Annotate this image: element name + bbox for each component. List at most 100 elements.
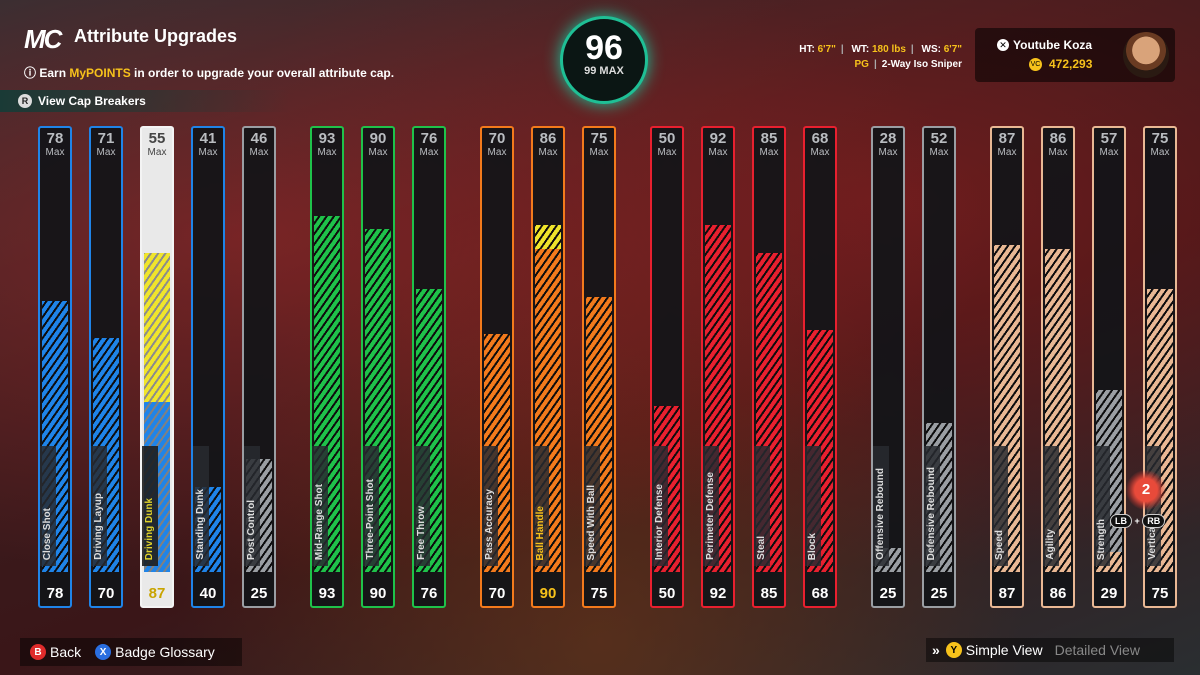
attribute-label: Free Throw bbox=[416, 506, 427, 560]
height: 6'7" bbox=[817, 44, 836, 55]
reset-badge[interactable]: 2 bbox=[1126, 470, 1166, 510]
attribute-label-box: Block bbox=[805, 446, 821, 566]
attribute-max: 55 Max bbox=[142, 131, 172, 160]
vc-coin-icon: VC bbox=[1029, 58, 1042, 71]
attribute-label: Mid-Range Shot bbox=[314, 483, 325, 560]
player-card: ✕ Youtube Koza VC 472,293 bbox=[975, 28, 1175, 82]
attribute-label-box: Driving Layup bbox=[91, 446, 107, 566]
attribute-label: Driving Dunk bbox=[144, 497, 155, 560]
attribute-max: 86 Max bbox=[533, 131, 563, 160]
max-label: Max bbox=[997, 147, 1017, 158]
attribute-label-box: Standing Dunk bbox=[193, 446, 209, 566]
attribute-current: 75 bbox=[1151, 585, 1169, 602]
overall-rating-badge: 96 99 MAX bbox=[560, 16, 648, 104]
max-label: Max bbox=[487, 147, 507, 158]
info-icon: ⓘ bbox=[24, 66, 40, 80]
attribute-bar-offensive-rebound[interactable]: 28 Max Offensive Rebound 25 bbox=[871, 126, 905, 608]
attribute-bar-ball-handle[interactable]: 86 Max Ball Handle 90 bbox=[531, 126, 565, 608]
badge-glossary-button[interactable]: Badge Glossary bbox=[115, 644, 215, 660]
attribute-label-box: Post Control bbox=[244, 446, 260, 566]
view-cap-breakers-button[interactable]: R View Cap Breakers bbox=[0, 90, 290, 112]
attribute-bar-mid-range-shot[interactable]: 93 Max Mid-Range Shot 93 bbox=[310, 126, 344, 608]
max-label: Max bbox=[657, 147, 677, 158]
max-label: Max bbox=[1150, 147, 1170, 158]
attribute-current: 86 bbox=[1049, 585, 1067, 602]
attribute-bar-driving-dunk[interactable]: 55 Max Driving Dunk 87 bbox=[140, 126, 174, 608]
max-label: Max bbox=[589, 147, 609, 158]
max-label: Max bbox=[147, 147, 167, 158]
max-label: Max bbox=[929, 147, 949, 158]
attribute-current: 90 bbox=[539, 585, 557, 602]
player-name: Youtube Koza bbox=[1013, 38, 1093, 52]
attribute-bar-strength[interactable]: 57 Max Strength 29 bbox=[1092, 126, 1126, 608]
attribute-max: 75 Max bbox=[1145, 131, 1175, 160]
reset-count: 2 bbox=[1141, 481, 1151, 498]
attribute-label-box: Close Shot bbox=[40, 446, 56, 566]
overall-rating: 96 bbox=[585, 29, 623, 67]
rb-button-icon: RB bbox=[1142, 514, 1166, 528]
attribute-max: 87 Max bbox=[992, 131, 1022, 160]
attribute-label-box: Ball Handle bbox=[533, 446, 549, 566]
attribute-label-box: Agility bbox=[1043, 446, 1059, 566]
overall-max: 99 MAX bbox=[584, 65, 624, 77]
info-suffix: in order to upgrade your overall attribu… bbox=[130, 66, 395, 80]
attribute-label-box: Driving Dunk bbox=[142, 446, 158, 566]
max-label: Max bbox=[317, 147, 337, 158]
attribute-bar-standing-dunk[interactable]: 41 Max Standing Dunk 40 bbox=[191, 126, 225, 608]
attribute-bar-block[interactable]: 68 Max Block 68 bbox=[803, 126, 837, 608]
attribute-bar-close-shot[interactable]: 78 Max Close Shot 78 bbox=[38, 126, 72, 608]
attribute-max: 90 Max bbox=[363, 131, 393, 160]
attribute-current: 75 bbox=[590, 585, 608, 602]
attribute-label-box: Offensive Rebound bbox=[873, 446, 889, 566]
attribute-label: Speed With Ball bbox=[586, 484, 597, 560]
max-label: Max bbox=[368, 147, 388, 158]
attribute-bar-defensive-rebound[interactable]: 52 Max Defensive Rebound 25 bbox=[922, 126, 956, 608]
attribute-bar-vertical[interactable]: 75 Max Vertical 75 bbox=[1143, 126, 1177, 608]
attribute-max: 46 Max bbox=[244, 131, 274, 160]
attribute-max: 76 Max bbox=[414, 131, 444, 160]
cap-breakers-label: View Cap Breakers bbox=[38, 94, 146, 108]
attribute-bar-pass-accuracy[interactable]: 70 Max Pass Accuracy 70 bbox=[480, 126, 514, 608]
right-stick-icon: R bbox=[18, 94, 32, 108]
attribute-bar-interior-defense[interactable]: 50 Max Interior Defense 50 bbox=[650, 126, 684, 608]
simple-view-tab[interactable]: Simple View bbox=[965, 642, 1043, 658]
footer-right: » Y Simple View Detailed View bbox=[926, 638, 1174, 662]
max-label: Max bbox=[419, 147, 439, 158]
player-measurements: HT: 6'7" | WT: 180 lbs | WS: 6'7" PG | 2-Way… bbox=[799, 44, 962, 70]
attribute-max: 41 Max bbox=[193, 131, 223, 160]
attribute-bar-three-point-shot[interactable]: 90 Max Three-Point Shot 90 bbox=[361, 126, 395, 608]
attribute-label-box: Steal bbox=[754, 446, 770, 566]
attribute-label-box: Mid-Range Shot bbox=[312, 446, 328, 566]
footer-left: B Back X Badge Glossary bbox=[20, 638, 242, 666]
attribute-bar-perimeter-defense[interactable]: 92 Max Perimeter Defense 92 bbox=[701, 126, 735, 608]
detailed-view-tab[interactable]: Detailed View bbox=[1054, 642, 1140, 658]
attribute-bar-speed[interactable]: 87 Max Speed 87 bbox=[990, 126, 1024, 608]
max-label: Max bbox=[759, 147, 779, 158]
back-button[interactable]: Back bbox=[50, 644, 82, 660]
x-button-icon: X bbox=[95, 644, 112, 660]
attribute-bar-post-control[interactable]: 46 Max Post Control 25 bbox=[242, 126, 276, 608]
attribute-label-box: Speed bbox=[992, 446, 1008, 566]
max-label: Max bbox=[96, 147, 116, 158]
attribute-bar-driving-layup[interactable]: 71 Max Driving Layup 70 bbox=[89, 126, 123, 608]
attribute-label-box: Speed With Ball bbox=[584, 446, 600, 566]
attribute-label: Driving Layup bbox=[93, 493, 104, 560]
attribute-current: 40 bbox=[199, 585, 217, 602]
weight: 180 lbs bbox=[872, 44, 906, 55]
attribute-label: Interior Defense bbox=[654, 483, 665, 560]
position: PG bbox=[854, 59, 869, 70]
attribute-bar-free-throw[interactable]: 76 Max Free Throw 76 bbox=[412, 126, 446, 608]
mycareer-logo: MC bbox=[24, 24, 62, 54]
bumper-hint: LB + RB bbox=[1110, 514, 1166, 528]
attribute-bar-agility[interactable]: 86 Max Agility 86 bbox=[1041, 126, 1075, 608]
attribute-current: 50 bbox=[658, 585, 676, 602]
wt-label: WT: bbox=[851, 44, 870, 55]
attribute-label-box: Three-Point Shot bbox=[363, 446, 379, 566]
attribute-bar-steal[interactable]: 85 Max Steal 85 bbox=[752, 126, 786, 608]
attribute-boost-fill bbox=[144, 253, 170, 402]
attribute-bar-speed-with-ball[interactable]: 75 Max Speed With Ball 75 bbox=[582, 126, 616, 608]
attribute-current: 70 bbox=[97, 585, 115, 602]
attribute-max: 78 Max bbox=[40, 131, 70, 160]
page-title: Attribute Upgrades bbox=[74, 26, 238, 46]
attribute-label: Vertical bbox=[1147, 524, 1158, 560]
